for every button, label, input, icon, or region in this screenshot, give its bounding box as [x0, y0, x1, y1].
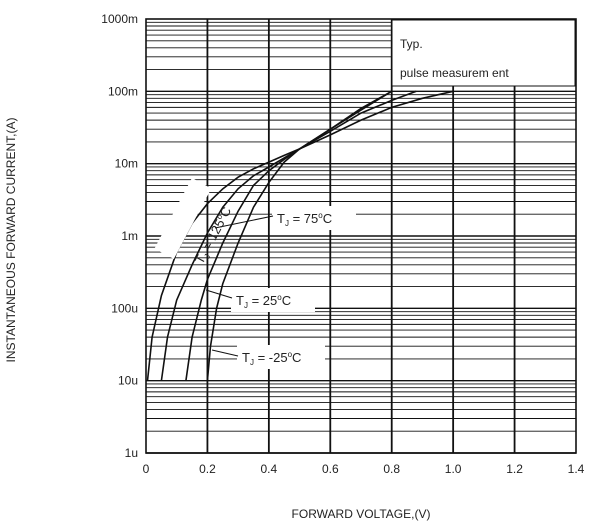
label-mask [231, 288, 315, 312]
x-axis-label: FORWARD VOLTAGE,(V) [292, 507, 431, 521]
y-axis-label: INSTANTANEOUS FORWARD CURRENT,(A) [4, 118, 18, 363]
plot-frame [145, 18, 577, 454]
y-tick-label: 100m [108, 84, 138, 98]
annotation-pulse: pulse measurem ent [400, 66, 509, 80]
annotation-box: Typ. pulse measurem ent [391, 19, 576, 87]
x-tick-label: 0.2 [199, 462, 216, 476]
series-label: TJ = -25oC [242, 350, 301, 367]
label-mask [272, 206, 356, 230]
y-tick-label: 1000m [101, 12, 138, 26]
series-label: TJ = 25oC [236, 293, 291, 310]
y-tick-label: 10m [115, 157, 138, 171]
annotation-typ: Typ. [400, 37, 423, 51]
series-line [146, 90, 454, 381]
y-tick-label: 10u [118, 374, 138, 388]
series-group [146, 90, 454, 381]
y-tick-label: 1m [121, 229, 138, 243]
label-mask [154, 177, 212, 259]
x-tick-label: 1.2 [506, 462, 523, 476]
x-tick-label: 0.4 [261, 462, 278, 476]
label-leader [214, 215, 274, 229]
x-tick-label: 0.6 [322, 462, 339, 476]
series-label: TJ = 75oC [277, 211, 332, 228]
x-tick-label: 1.0 [445, 462, 462, 476]
y-tick-label: 100u [111, 301, 138, 315]
x-tick-label: 0 [143, 462, 150, 476]
label-mask [237, 345, 325, 369]
x-tick-label: 1.4 [568, 462, 585, 476]
annotation-box-bg [391, 19, 576, 87]
series-line [160, 90, 417, 381]
x-tick-label: 0.8 [383, 462, 400, 476]
y-tick-label: 1u [125, 446, 138, 460]
tick-labels: 1u 10u 100u 1m 10m 100m 1000m 0 0.2 0.4 0.6 0.8 1.0 1… [101, 12, 584, 476]
label-leader [211, 349, 239, 357]
label-leader [205, 289, 233, 299]
series-line [206, 90, 393, 381]
